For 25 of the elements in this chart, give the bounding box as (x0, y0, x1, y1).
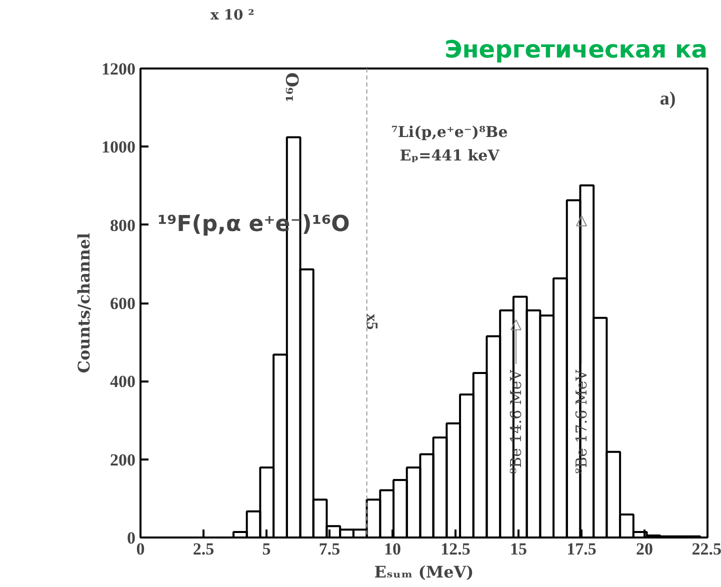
x-tick-label: 5 (262, 540, 271, 558)
y-tick-label: 1000 (102, 138, 136, 157)
x-tick-label: 15 (510, 540, 527, 558)
y-tick-label: 800 (110, 216, 136, 235)
y-tick-label: 400 (110, 372, 136, 392)
x-axis-title: Eₛᵤₘ (MeV) (374, 562, 474, 582)
y-tick-label: 1200 (102, 60, 136, 78)
x-tick-label: 12.5 (440, 540, 470, 558)
annotation: a) (660, 88, 676, 110)
x-tick-label: 2.5 (192, 540, 214, 558)
x-tick-label: 20 (636, 540, 653, 558)
y-tick-label: 600 (110, 294, 136, 313)
annotation: ⁸Be 14.6 MeV (506, 368, 525, 474)
x-tick-label: 10 (384, 540, 401, 558)
chart-title: Энергетическая ка (444, 36, 708, 64)
y-tick-label: 200 (110, 450, 136, 470)
ref-line-label: x5 (362, 314, 380, 330)
text: x 10 ² (210, 8, 254, 24)
annotation: Eₚ=441 keV (400, 146, 500, 164)
x-tick-label: 17.5 (566, 540, 596, 558)
annotation: ⁷Li(p,e⁺e⁻)⁸Be (391, 122, 508, 141)
x-tick-label: 7.5 (318, 540, 340, 558)
y-axis-title: Counts/channel (74, 232, 94, 374)
x-tick-label: 22.5 (692, 540, 721, 558)
annotation: ¹⁶O (284, 72, 304, 102)
